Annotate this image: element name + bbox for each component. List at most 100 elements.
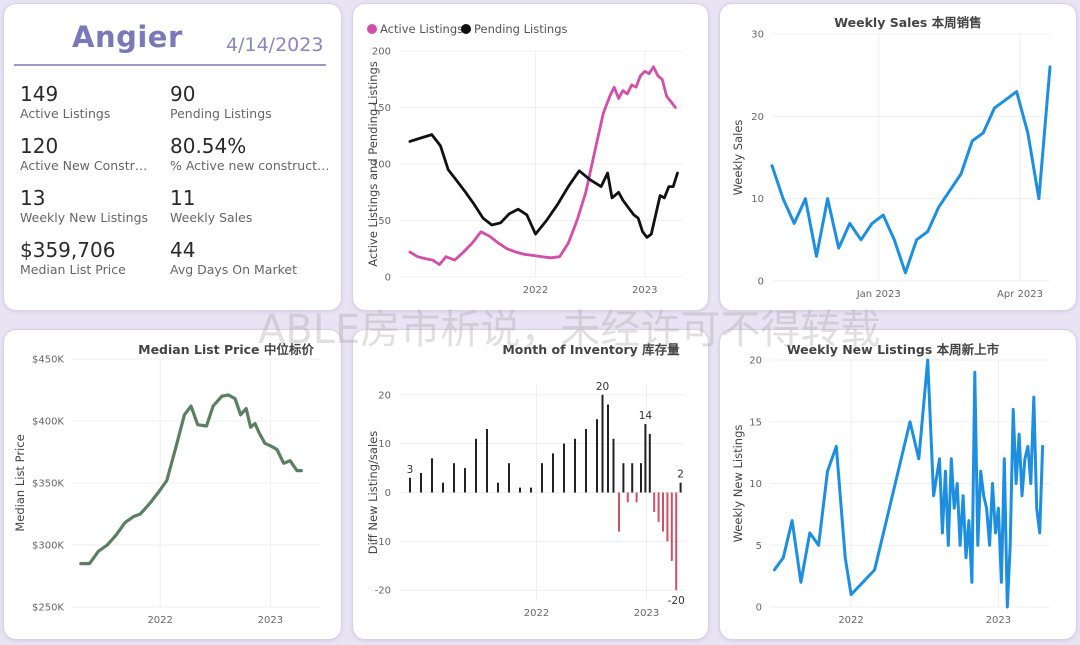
bar-data-label: -20 <box>668 595 685 607</box>
inventory-bar <box>644 424 647 493</box>
inventory-bar <box>442 482 444 493</box>
weekly-sales-line <box>770 65 1052 275</box>
legend-label-active: Active Listings <box>380 22 463 36</box>
inventory-bar <box>453 463 455 493</box>
y-tick-label: 150 <box>372 103 391 114</box>
inventory-bar <box>607 404 609 493</box>
stat-avg-days-on-market: 44 Avg Days On Market <box>170 238 330 278</box>
stat-pending-listings: 90 Pending Listings <box>170 82 330 122</box>
report-date: 4/14/2023 <box>226 34 324 56</box>
weekly-new-listings-chart-card: 0 5 10 15 20 2022 2023 Weekly New Listings Weekl… <box>720 330 1076 639</box>
median-price-line <box>79 393 303 566</box>
x-tick-label: 2023 <box>632 285 657 296</box>
stat-label: Active New Constructi... <box>20 158 154 173</box>
inventory-bar <box>519 487 521 493</box>
inventory-bar <box>653 492 656 512</box>
y-axis-label: Median List Price <box>13 434 27 531</box>
x-tick-label: 2022 <box>838 615 863 626</box>
stat-weekly-new-listings: 13 Weekly New Listings <box>20 186 180 226</box>
city-title: Angier <box>72 20 183 54</box>
stat-active-listings: 149 Active Listings <box>20 82 180 122</box>
y-tick-label: $250K <box>32 603 64 614</box>
x-tick-label: 2023 <box>634 608 659 619</box>
x-tick-label: 2022 <box>147 615 172 626</box>
active-pending-chart: 0 50 100 150 200 2022 2023 Active Listings and … <box>366 22 683 296</box>
y-tick-label: $350K <box>32 479 64 490</box>
active-listings-line <box>408 65 677 267</box>
y-axis-label: Weekly Sales <box>731 120 745 196</box>
y-tick-label: 0 <box>756 603 762 614</box>
bar-data-label: 14 <box>639 410 653 422</box>
weekly-new-listings-line <box>772 358 1045 609</box>
y-axis-label: Weekly New Listings <box>731 425 745 543</box>
y-tick-label: 0 <box>758 277 764 288</box>
inventory-bar <box>631 463 634 493</box>
x-tick-label: 2022 <box>523 285 548 296</box>
inventory-bar <box>563 443 565 493</box>
y-tick-label: -10 <box>375 537 391 548</box>
stat-weekly-sales: 11 Weekly Sales <box>170 186 330 226</box>
inventory-bar <box>475 438 477 493</box>
bar-data-label: 2 <box>677 469 684 481</box>
median-price-chart-card: $250K $300K $350K $400K $450K 2022 2023 Median … <box>4 330 341 639</box>
summary-card: Angier 4/14/2023 149 Active Listings 90 … <box>4 4 341 310</box>
legend-marker-pending <box>461 24 471 34</box>
inventory-bar <box>585 429 587 493</box>
stat-label: % Active new constructions <box>170 158 330 173</box>
y-tick-label: $400K <box>32 417 64 428</box>
stat-pct-active-new-construction: 80.54% % Active new constructions <box>170 134 330 174</box>
weekly-sales-chart-card: 0 10 20 30 Jan 2023 Apr 2023 Weekly Sales Weekl… <box>720 4 1076 310</box>
inventory-bar <box>612 438 615 493</box>
x-tick-label: 2023 <box>258 615 283 626</box>
y-tick-label: 20 <box>749 356 762 367</box>
inventory-bar <box>679 482 682 493</box>
chart-title: Weekly New Listings 本周新上市 <box>787 342 1000 357</box>
x-tick-label: 2023 <box>986 615 1011 626</box>
stat-label: Active Listings <box>20 106 111 121</box>
y-tick-label: 5 <box>756 541 762 552</box>
bar-data-label: 3 <box>407 464 414 476</box>
inventory-bar <box>626 492 629 503</box>
inventory-bar <box>622 463 625 493</box>
y-tick-label: 15 <box>749 417 762 428</box>
inventory-bar <box>618 492 620 532</box>
y-axis-label: Diff New Listing/sales <box>366 431 380 554</box>
inventory-bar <box>431 458 433 493</box>
inventory-bar <box>530 487 532 493</box>
stat-value: 120 <box>20 134 59 158</box>
median-price-chart: $250K $300K $350K $400K $450K 2022 2023 Median … <box>13 342 320 626</box>
y-tick-label: $450K <box>32 355 64 366</box>
inventory-bar <box>409 477 411 493</box>
legend-marker-active <box>367 24 377 34</box>
inventory-bar <box>675 492 678 591</box>
inventory-bar <box>552 453 554 493</box>
inventory-bar <box>666 492 669 542</box>
stat-label: Weekly Sales <box>170 210 253 225</box>
stat-value: $359,706 <box>20 238 116 262</box>
inventory-bar <box>648 433 651 493</box>
x-tick-label: Apr 2023 <box>997 289 1043 300</box>
y-tick-label: 200 <box>372 47 391 58</box>
inventory-bar <box>601 394 604 493</box>
chart-title: Weekly Sales 本周销售 <box>834 15 981 30</box>
weekly-sales-chart: 0 10 20 30 Jan 2023 Apr 2023 Weekly Sales Weekl… <box>731 15 1052 300</box>
x-tick-label: 2022 <box>524 608 549 619</box>
stat-value: 149 <box>20 82 59 106</box>
inventory-bar <box>574 438 576 493</box>
y-tick-label: 50 <box>378 216 391 227</box>
stat-value: 90 <box>170 82 196 106</box>
y-tick-label: 30 <box>751 30 764 41</box>
inventory-bar <box>420 473 422 493</box>
inventory-bar <box>508 463 510 493</box>
chart-title: Month of Inventory 库存量 <box>502 342 680 357</box>
y-tick-label: 20 <box>378 390 391 401</box>
weekly-new-listings-chart: 0 5 10 15 20 2022 2023 Weekly New Listings Weekl… <box>731 342 1050 626</box>
y-tick-label: 0 <box>385 488 391 499</box>
inventory-bar <box>640 463 642 493</box>
stat-label: Avg Days On Market <box>170 262 297 277</box>
y-tick-label: 20 <box>751 112 764 123</box>
stat-median-list-price: $359,706 Median List Price <box>20 238 180 278</box>
inventory-bar <box>486 429 488 493</box>
y-tick-label: 100 <box>372 160 391 171</box>
